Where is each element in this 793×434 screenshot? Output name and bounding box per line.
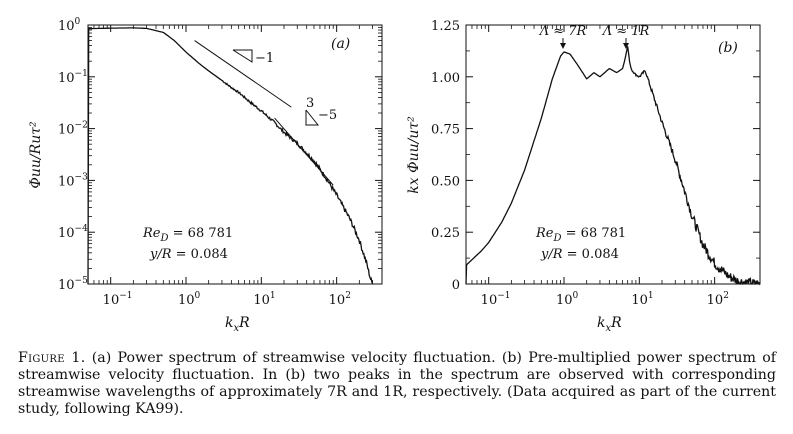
y-tick-label: 10−2: [58, 121, 88, 138]
y-tick-label: 10−3: [58, 172, 88, 189]
panel-a-ticks: [87, 24, 383, 285]
panel-a-frame: [87, 24, 383, 285]
slope-minus-1-label: −1: [255, 51, 274, 66]
panel-b-y-annotation: y/R = 0.084: [540, 247, 619, 262]
y-tick-label: 0.50: [431, 174, 460, 189]
y-tick-label: 10−5: [58, 276, 88, 293]
panel-b-spectrum-line: [465, 46, 761, 286]
panel-a-ylabel: Φuu/Ruτ²: [28, 121, 44, 189]
x-tick-label: 101: [253, 291, 275, 308]
peak-2-label: Λ ≈ 1R: [602, 24, 650, 39]
y-tick-label: 10−1: [58, 69, 88, 86]
panel-a-y-annotation: y/R = 0.084: [149, 247, 228, 262]
x-tick-label: 102: [329, 291, 351, 308]
caption-text: (a) Power spectrum of streamwise velocit…: [18, 350, 776, 417]
slope-3-label: 3: [306, 96, 314, 111]
panel-b-premultiplied-spectrum: 10−1 100 101 102 0 0.25 0.50 0.75 1.00 1.25 Λ ≈ 7…: [406, 19, 761, 334]
panel-a-re-annotation: ReD = 68 781: [142, 226, 233, 244]
panel-b-re-annotation: ReD = 68 781: [535, 226, 626, 244]
panel-a-label: (a): [331, 36, 350, 52]
slope-reference-line: [194, 40, 292, 108]
x-tick-label: 100: [556, 291, 579, 308]
peak-1-label: Λ ≈ 7R: [539, 24, 587, 39]
x-tick-label: 101: [631, 291, 653, 308]
y-tick-label: 0: [452, 278, 460, 293]
y-tick-label: 10−4: [58, 224, 88, 241]
slope-minus-5-label: −5: [318, 108, 337, 123]
panel-b-ticks: [465, 24, 761, 285]
figure-1: 10−1 100 101 102 100 10−1 10−2 10−3 10−4 10−5 −1 …: [28, 17, 761, 334]
x-tick-label: 100: [178, 291, 201, 308]
caption-figure-label: Figure 1.: [18, 350, 86, 366]
panel-b-tick-labels: 10−1 100 101 102 0 0.25 0.50 0.75 1.00 1.25: [431, 19, 729, 308]
peak-1-marker: Λ ≈ 7R: [539, 24, 587, 49]
panel-a-tick-labels: 10−1 100 101 102 100 10−1 10−2 10−3 10−4 10−5: [58, 17, 351, 308]
slope-minus-5-3-triangle: 3 −5: [305, 96, 337, 126]
y-tick-label: 1.25: [431, 19, 460, 34]
peak-2-marker: Λ ≈ 1R: [602, 24, 650, 49]
y-tick-label: 0.25: [431, 226, 460, 241]
x-tick-label: 102: [707, 291, 729, 308]
panel-b-label: (b): [718, 40, 738, 56]
y-tick-label: 1.00: [431, 71, 460, 86]
x-tick-label: 10−1: [481, 291, 511, 308]
y-tick-label: 0.75: [431, 123, 460, 138]
panel-b-ylabel: kx Φuu/uτ²: [406, 116, 422, 194]
x-tick-label: 10−1: [103, 291, 133, 308]
panel-a-xlabel: kxR: [225, 315, 250, 334]
panel-b-xlabel: kxR: [597, 315, 622, 334]
y-tick-label: 100: [58, 17, 81, 34]
panel-a-spectrum-line: [87, 27, 374, 285]
figure-caption: Figure 1. (a) Power spectrum of streamwi…: [18, 350, 776, 418]
slope-minus-1-triangle: −1: [232, 49, 274, 66]
panel-b-frame: [465, 24, 761, 285]
